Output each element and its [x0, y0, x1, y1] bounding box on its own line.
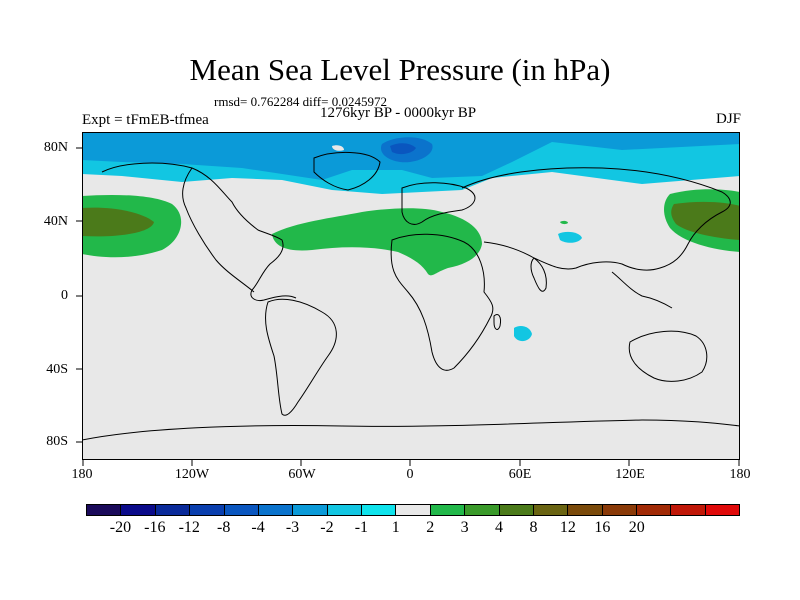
- colorbar-label: 8: [529, 519, 538, 536]
- colorbar-swatch: [671, 505, 706, 515]
- coast-asia: [461, 167, 731, 271]
- atlantic-africa-anomaly: [272, 208, 482, 276]
- colorbar-swatch: [293, 505, 328, 515]
- y-axis-ticks: [76, 147, 82, 443]
- y-tick-40s: 40S: [46, 362, 68, 377]
- y-tick-80s: 80S: [46, 434, 68, 449]
- colorbar-swatch: [224, 505, 259, 515]
- colorbar-swatch: [87, 505, 122, 515]
- colorbar-label: 3: [460, 519, 469, 536]
- arctic-anomaly-core: [390, 143, 416, 155]
- colorbar-label: -20: [109, 519, 132, 536]
- coast-madagascar: [493, 313, 501, 330]
- colorbar-swatch: [533, 505, 569, 515]
- coast-greenland: [313, 151, 381, 191]
- x-tick-120w: 120W: [174, 467, 210, 482]
- y-tick-0: 0: [61, 288, 68, 303]
- coast-southeast-asia: [611, 271, 673, 309]
- colorbar-label: -12: [178, 519, 200, 536]
- x-tick-120e: 120E: [615, 467, 645, 482]
- tibet-negative-anomaly: [558, 231, 582, 243]
- colorbar-label: 12: [559, 519, 576, 536]
- stats-label: rmsd= 0.762284 diff= 0.0245972: [214, 94, 387, 109]
- colorbar-swatch: [705, 505, 740, 515]
- colorbar-label: -8: [217, 519, 231, 536]
- experiment-label: Expt = tFmEB-tfmea: [82, 112, 209, 128]
- colorbar-label: -3: [285, 519, 300, 536]
- colorbar-label: -2: [320, 519, 334, 536]
- colorbar-swatch: [430, 505, 466, 515]
- tibet-positive-dot: [560, 220, 568, 225]
- colorbar-label: 1: [391, 519, 400, 536]
- colorbar-label: 16: [594, 519, 611, 536]
- coast-africa: [390, 233, 494, 371]
- y-tick-80n: 80N: [43, 140, 68, 155]
- colorbar-label: 4: [495, 519, 504, 536]
- coast-antarctica: [82, 419, 740, 441]
- season-label: DJF: [715, 111, 741, 127]
- colorbar-swatch: [327, 505, 362, 515]
- coastlines: [82, 151, 740, 441]
- colorbar-label: -16: [144, 519, 166, 536]
- colorbar-swatch: [602, 505, 637, 515]
- y-tick-40n: 40N: [43, 214, 68, 229]
- colorbar-label: -4: [251, 519, 265, 536]
- coast-australia: [628, 330, 708, 382]
- x-axis-ticks: [82, 460, 740, 466]
- colorbar-swatch: [362, 505, 397, 515]
- indian-ocean-negative-anomaly: [514, 326, 532, 342]
- x-tick-180e: 180: [729, 467, 751, 482]
- colorbar-swatch: [121, 505, 156, 515]
- colorbar-swatch: [465, 505, 500, 515]
- map-panel: [82, 132, 740, 460]
- colorbar-swatch: [499, 505, 534, 515]
- colorbar-swatch: [155, 505, 191, 515]
- colorbar-swatch: [637, 505, 672, 515]
- period-label: 1276kyr BP - 0000kyr BP: [320, 105, 477, 121]
- pacific-anomaly-left-core: [82, 207, 154, 237]
- colorbar-label: 20: [628, 519, 645, 536]
- coast-india: [530, 257, 547, 292]
- x-tick-60e: 60E: [508, 467, 532, 482]
- coast-south-america: [265, 298, 337, 416]
- coast-north-america: [101, 162, 297, 301]
- arctic-clear-patch: [332, 145, 344, 151]
- chart-title: Mean Sea Level Pressure (in hPa): [189, 52, 611, 87]
- colorbar-label: 2: [426, 519, 435, 536]
- x-tick-180w: 180: [71, 467, 93, 482]
- colorbar-swatch: [258, 505, 294, 515]
- map-border: [82, 132, 740, 460]
- colorbar-swatch: [568, 505, 603, 515]
- colorbar: [86, 504, 740, 516]
- colorbar-swatch: [190, 505, 225, 515]
- coast-europe: [401, 182, 476, 225]
- colorbar-label: -1: [354, 519, 369, 536]
- x-tick-0: 0: [406, 467, 414, 482]
- x-tick-60w: 60W: [288, 467, 316, 482]
- colorbar-swatch: [396, 505, 431, 515]
